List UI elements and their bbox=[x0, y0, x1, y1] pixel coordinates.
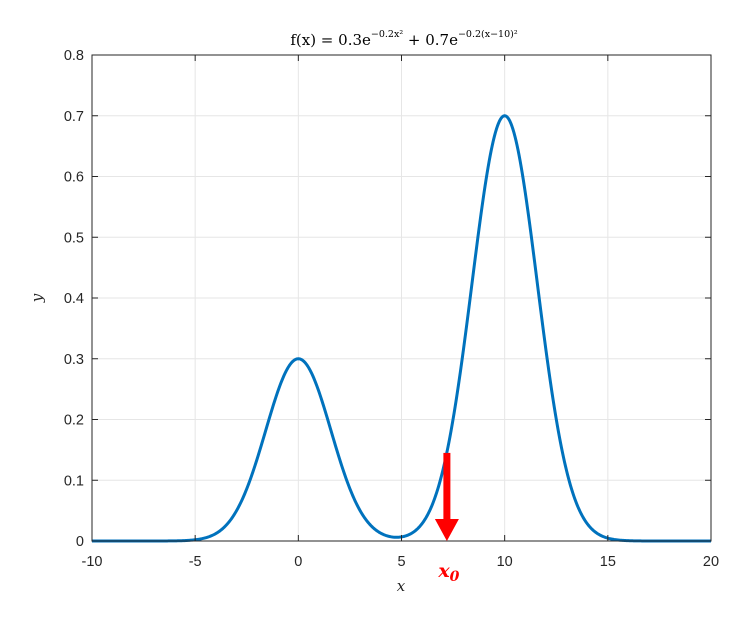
x-tick-label: 10 bbox=[497, 554, 513, 570]
x-tick-label: 20 bbox=[703, 554, 719, 570]
chart-title: f(x) = 0.3e−0.2x² + 0.7e−0.2(x−10)² bbox=[290, 29, 518, 49]
arrow-shaft bbox=[443, 452, 451, 519]
y-tick-label: 0.8 bbox=[64, 48, 84, 64]
title-prefix: f(x) = 0.3e bbox=[290, 31, 371, 49]
y-tick-label: 0 bbox=[76, 534, 84, 550]
y-axis-label: y bbox=[28, 293, 46, 303]
title-exponent-1: −0.2x² bbox=[371, 29, 403, 40]
x0-marker: x0 bbox=[434, 452, 460, 585]
ticks: -10 -5 0 5 10 15 20 0 0.1 0.2 0.3 0.4 0.5 0.6 0.7 0.8 bbox=[64, 48, 719, 570]
x0-label-sub: 0 bbox=[450, 569, 460, 585]
x0-label: x0 bbox=[437, 560, 459, 585]
title-middle: + 0.7e bbox=[403, 31, 458, 49]
x-tick-label: 15 bbox=[600, 554, 616, 570]
grid bbox=[92, 55, 711, 541]
title-exponent-2: −0.2(x−10)² bbox=[458, 29, 518, 40]
y-tick-label: 0.7 bbox=[64, 109, 84, 125]
y-tick-label: 0.6 bbox=[64, 170, 84, 186]
x-tick-label: 5 bbox=[397, 554, 405, 570]
y-tick-label: 0.2 bbox=[64, 413, 84, 429]
arrow-head bbox=[434, 519, 459, 541]
y-tick-label: 0.3 bbox=[64, 352, 84, 368]
y-tick-label: 0.5 bbox=[64, 230, 84, 246]
x-tick-label: 0 bbox=[294, 554, 302, 570]
y-tick-label: 0.1 bbox=[64, 473, 84, 489]
x-axis-label: x bbox=[397, 577, 406, 595]
x-tick-label: -5 bbox=[189, 554, 202, 570]
x0-label-main: x bbox=[437, 560, 450, 582]
y-tick-label: 0.4 bbox=[64, 291, 84, 307]
x-tick-label: -10 bbox=[82, 554, 103, 570]
